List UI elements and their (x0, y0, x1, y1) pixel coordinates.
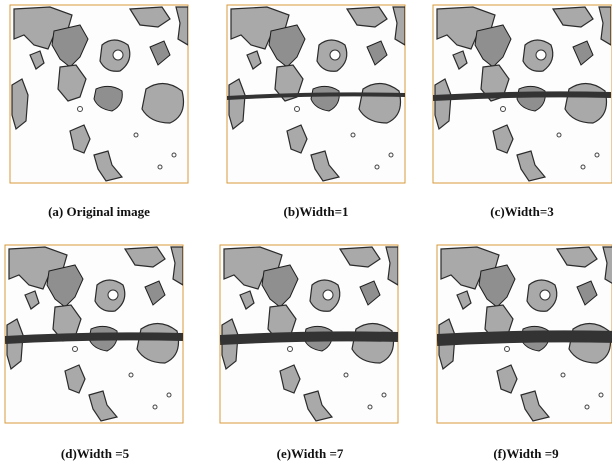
panel-image (220, 245, 398, 423)
panel-image (437, 245, 612, 423)
panel-caption: (a) Original image (48, 204, 150, 219)
page: (a) Original image (b)Width=1 (c)Width=3… (0, 0, 612, 464)
panel-caption: (e)Width =7 (277, 446, 344, 461)
panel-image (5, 245, 183, 423)
panel-caption: (b)Width=1 (284, 204, 349, 219)
panel-image (433, 5, 612, 183)
panel-caption: (c)Width=3 (490, 204, 554, 219)
panel-image (227, 5, 405, 183)
figure: (a) Original image (b)Width=1 (c)Width=3… (0, 0, 612, 464)
panel-caption: (d)Width =5 (61, 446, 130, 461)
panel-image (10, 5, 188, 183)
panel-caption: (f)Width =9 (493, 446, 559, 461)
